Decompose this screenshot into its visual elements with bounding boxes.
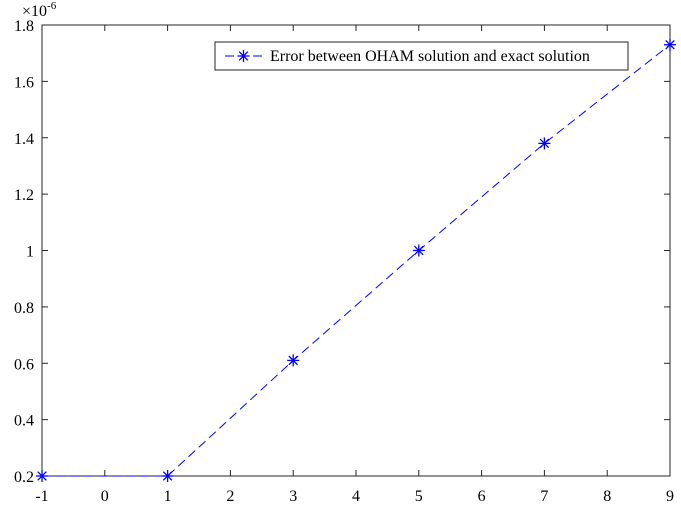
x-tick-label: -1 xyxy=(35,488,48,505)
x-tick-label: 3 xyxy=(289,488,297,505)
data-point-marker xyxy=(36,470,48,482)
y-exponent-base: ×10 xyxy=(22,3,47,20)
data-point-marker xyxy=(538,137,551,150)
x-tick-label: 2 xyxy=(226,488,234,505)
x-tick-label: 6 xyxy=(478,488,486,505)
x-tick-label: 0 xyxy=(101,488,109,505)
x-tick-label: 7 xyxy=(540,488,548,505)
x-tick-label: 9 xyxy=(666,488,674,505)
series-line xyxy=(42,44,671,477)
y-tick-label: 0.4 xyxy=(14,413,34,430)
data-point-marker xyxy=(412,244,425,257)
y-tick-label: 1 xyxy=(26,244,34,261)
data-point-marker xyxy=(664,38,676,51)
y-tick-label: 0.2 xyxy=(14,469,34,486)
data-point-marker xyxy=(287,354,300,367)
plot-frame xyxy=(41,24,671,477)
legend: Error between OHAM solution and exact so… xyxy=(214,41,629,71)
x-tick-label: 5 xyxy=(415,488,423,505)
legend-marker-icon xyxy=(237,50,250,62)
legend-asterisk xyxy=(237,50,250,62)
y-tick-labels: 0.2 0.4 0.6 0.8 1 1.2 1.4 1.6 1.8 xyxy=(14,18,34,486)
y-tick-label: 1.2 xyxy=(14,187,34,204)
series-group xyxy=(36,38,676,482)
x-tick-label: 4 xyxy=(352,488,360,505)
y-exponent-label: ×10-6 xyxy=(22,0,57,20)
legend-box xyxy=(214,41,629,71)
y-tick-label: 1.6 xyxy=(14,74,34,91)
y-tick-label: 0.8 xyxy=(14,300,34,317)
data-point-marker xyxy=(161,470,174,482)
x-tick-labels: -1 0 1 2 3 4 5 6 7 8 9 xyxy=(35,488,674,505)
legend-label: Error between OHAM solution and exact so… xyxy=(270,48,590,65)
x-tick-label: 8 xyxy=(603,488,611,505)
x-tick-label: 1 xyxy=(164,488,172,505)
y-tick-label: 0.6 xyxy=(14,356,34,373)
y-exponent-power: -6 xyxy=(47,0,57,12)
y-tick-label: 1.4 xyxy=(14,131,34,148)
y-tick-label: 1.8 xyxy=(14,18,34,35)
